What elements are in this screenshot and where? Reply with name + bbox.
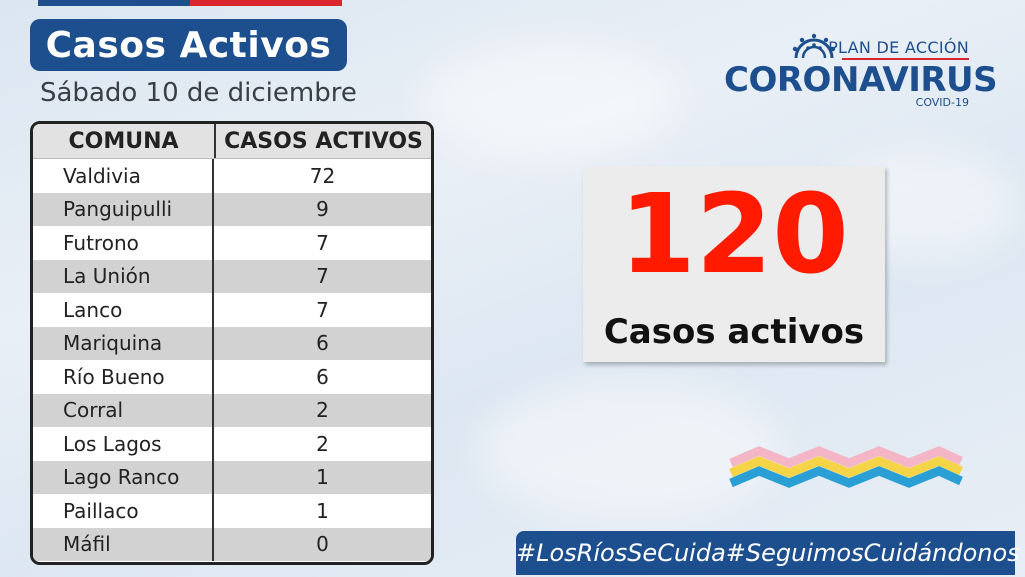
cell-comuna: Máfil (33, 527, 214, 561)
cell-comuna: Los Lagos (33, 427, 214, 461)
cell-comuna: Lanco (33, 293, 214, 327)
flag-stripe (38, 0, 342, 6)
cell-casos: 6 (316, 364, 329, 389)
logo-name: CORONAVIRUS (724, 60, 998, 100)
flag-stripe-red (190, 0, 342, 6)
cell-comuna: Futrono (33, 226, 214, 260)
table-row: Lanco 7 (33, 293, 431, 327)
table-body: Valdivia 72 Panguipulli 9 Futrono 7 La Unión 7 L… (33, 159, 431, 561)
cell-casos: 0 (316, 532, 329, 557)
cell-casos: 2 (316, 431, 329, 456)
page-title: Casos Activos (30, 19, 347, 71)
table-header: COMUNA CASOS ACTIVOS (33, 124, 431, 159)
virus-icon (792, 33, 836, 59)
total-cases-number: 120 (619, 170, 849, 298)
cell-comuna: La Unión (33, 259, 214, 293)
cell-casos: 72 (309, 163, 336, 188)
table-row: Mariquina 6 (33, 326, 431, 360)
table-row: Futrono 7 (33, 226, 431, 260)
logo-underline (842, 58, 969, 60)
column-header-casos: CASOS ACTIVOS (224, 128, 423, 154)
total-cases-label: Casos activos (603, 312, 865, 352)
cell-casos: 9 (316, 197, 329, 222)
page-title-text: Casos Activos (45, 24, 332, 66)
background-cloud (420, 40, 680, 160)
hashtag-seguimos: #SeguimosCuidándonos (725, 539, 1020, 567)
total-cases-card: 120 Casos activos (583, 166, 885, 362)
table-row: Corral 2 (33, 393, 431, 427)
cell-comuna: Corral (33, 393, 214, 427)
cell-comuna: Lago Ranco (33, 460, 214, 494)
regional-zigzag-emblem (729, 446, 963, 488)
cell-casos: 1 (316, 465, 329, 490)
table-row: Lago Ranco 1 (33, 460, 431, 494)
hashtag-los-rios: #LosRíosSeCuida (516, 539, 726, 567)
cell-casos: 2 (316, 398, 329, 423)
cell-comuna: Panguipulli (33, 192, 214, 226)
table-row: Valdivia 72 (33, 159, 431, 193)
table-row: La Unión 7 (33, 259, 431, 293)
cell-casos: 1 (316, 498, 329, 523)
cell-casos: 7 (316, 297, 329, 322)
cell-casos: 6 (316, 331, 329, 356)
coronavirus-logo: PLAN DE ACCIÓN CORONAVIRUS COVID-19 (724, 32, 998, 112)
logo-plan-text: PLAN DE ACCIÓN (828, 38, 969, 57)
cell-casos: 7 (316, 264, 329, 289)
report-date: Sábado 10 de diciembre (40, 78, 357, 108)
table-row: Panguipulli 9 (33, 192, 431, 226)
cell-comuna: Río Bueno (33, 360, 214, 394)
logo-sub: COVID-19 (915, 96, 969, 109)
cell-comuna: Paillaco (33, 494, 214, 528)
table-row: Máfil 0 (33, 527, 431, 561)
cases-table: COMUNA CASOS ACTIVOS Valdivia 72 Panguipul… (30, 121, 434, 565)
cell-comuna: Valdivia (33, 159, 214, 193)
table-row: Paillaco 1 (33, 494, 431, 528)
table-row: Los Lagos 2 (33, 427, 431, 461)
table-row: Río Bueno 6 (33, 360, 431, 394)
column-header-comuna: COMUNA (33, 124, 216, 158)
background-cloud (480, 380, 780, 520)
flag-stripe-blue (38, 0, 190, 6)
cell-comuna: Mariquina (33, 326, 214, 360)
cell-casos: 7 (316, 230, 329, 255)
hashtag-banner: #LosRíosSeCuida #SeguimosCuidándonos (516, 531, 1020, 575)
